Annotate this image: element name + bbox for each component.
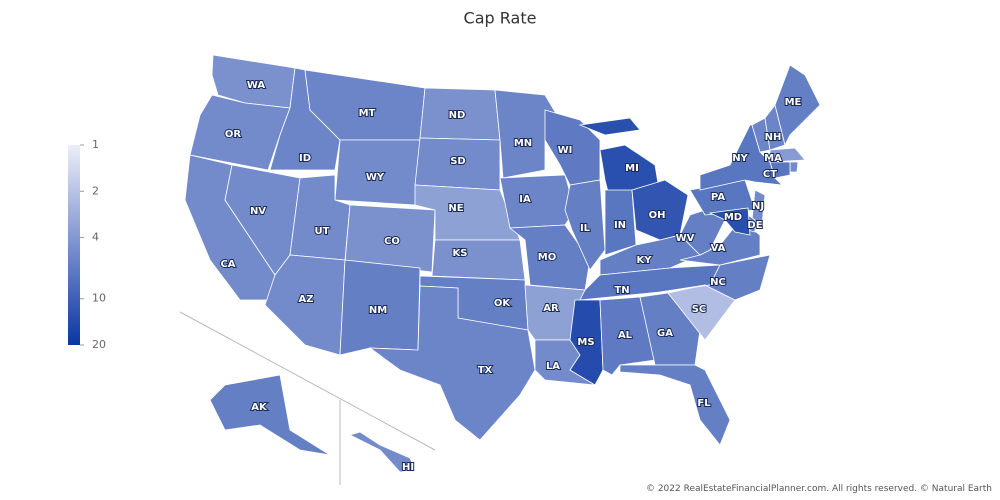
inset-divider	[179, 311, 436, 451]
state-label: UT	[315, 226, 330, 237]
state-label: OH	[649, 210, 666, 221]
state-label: KS	[453, 248, 468, 259]
state	[189, 94, 291, 171]
state	[789, 161, 799, 173]
state-label: IL	[580, 223, 591, 234]
state-label: FL	[697, 398, 711, 409]
state-label: NY	[732, 153, 748, 164]
state-label: LA	[546, 361, 560, 372]
state-label: VA	[711, 243, 726, 254]
state	[564, 179, 606, 271]
state	[431, 239, 526, 281]
state	[769, 161, 791, 179]
state-label: IN	[614, 220, 626, 231]
state-label: WI	[558, 145, 573, 156]
state-label: WA	[247, 80, 266, 91]
legend-tick-label: 2	[92, 184, 99, 197]
state-label: TN	[614, 285, 629, 296]
state-label: NE	[448, 203, 463, 214]
state-label: IA	[519, 194, 531, 205]
state	[368, 285, 536, 441]
state	[209, 374, 331, 456]
state-label: WY	[366, 172, 385, 183]
state	[619, 364, 731, 446]
legend-gradient	[68, 145, 80, 345]
state-label: MO	[538, 252, 556, 263]
state-label: CO	[384, 236, 400, 247]
state	[769, 147, 806, 163]
state-label: HI	[402, 462, 414, 473]
state-label: MT	[359, 108, 376, 119]
state	[494, 89, 561, 179]
state-label: MN	[514, 138, 532, 149]
state-label: KY	[637, 255, 653, 266]
state-label: NM	[369, 305, 387, 316]
state-label: AK	[251, 402, 268, 413]
legend-tick-label: 20	[92, 338, 106, 351]
legend-tick-label: 10	[92, 292, 106, 305]
state-label: ME	[785, 97, 802, 108]
state	[751, 189, 766, 226]
state-label: AR	[543, 303, 559, 314]
state	[708, 207, 751, 236]
state-label: TX	[478, 365, 493, 376]
footer-credit: © 2022 RealEstateFinancialPlanner.com. A…	[646, 484, 992, 494]
state-label: SD	[450, 156, 466, 167]
state-label: DE	[747, 220, 762, 231]
state-label: NJ	[752, 201, 764, 212]
state-label: ID	[299, 153, 311, 164]
state-label: PA	[711, 192, 725, 203]
chart-title: Cap Rate	[464, 9, 537, 28]
state-label: CT	[763, 169, 777, 180]
state	[639, 292, 701, 366]
state-label: WV	[676, 233, 695, 244]
state-label: ND	[449, 110, 466, 121]
state-label: AL	[618, 330, 633, 341]
legend-tick-label: 1	[92, 138, 99, 151]
legend-tick-label: 4	[92, 231, 99, 244]
state	[544, 109, 601, 186]
state	[499, 174, 576, 229]
state-label: MD	[724, 212, 742, 223]
state-label: NV	[250, 206, 266, 217]
state-label: AZ	[299, 294, 314, 305]
state-label: MI	[625, 163, 639, 174]
state	[659, 254, 771, 301]
state	[774, 64, 821, 147]
state-label: GA	[657, 328, 673, 339]
state-label: OK	[494, 298, 512, 309]
state-label: NH	[765, 132, 782, 143]
state-label: MS	[577, 337, 594, 348]
state-label: OR	[225, 129, 242, 140]
state-label: NC	[710, 277, 726, 288]
state-label: SC	[692, 304, 707, 315]
state-label: CA	[220, 259, 235, 270]
state-label: MA	[764, 153, 782, 164]
state	[348, 431, 416, 473]
